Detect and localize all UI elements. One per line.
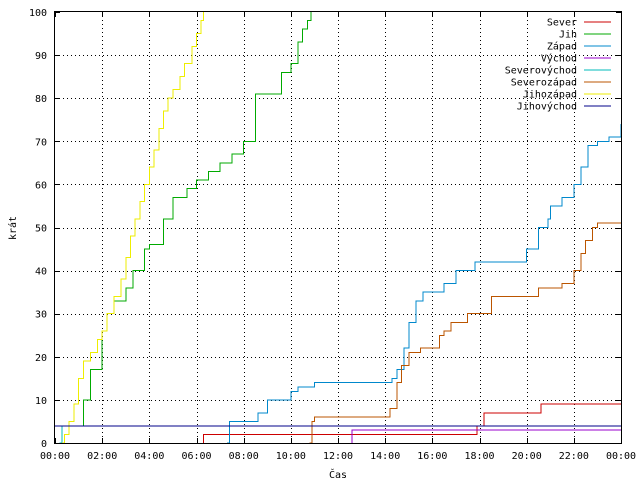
y-tick-label: 10	[35, 396, 47, 407]
y-tick-label: 20	[35, 353, 47, 364]
y-tick-label: 70	[35, 137, 47, 148]
legend: SeverJihZápadVýchodSeverovýchodSeverozáp…	[505, 18, 611, 113]
legend-label: Jihovýchod	[517, 101, 577, 113]
x-tick-label: 04:00	[134, 451, 164, 462]
plot-frame	[54, 11, 622, 444]
x-tick-label: 14:00	[370, 451, 400, 462]
y-tick-label: 80	[35, 94, 47, 105]
x-tick-label: 00:00	[606, 451, 636, 462]
y-tick-label: 50	[35, 224, 47, 235]
x-tick-label: 00:00	[40, 451, 70, 462]
y-tick-label: 100	[29, 8, 47, 19]
x-tick-label: 06:00	[181, 451, 211, 462]
x-axis-label: Čas	[329, 468, 347, 480]
series-line-1	[78, 12, 312, 427]
y-tick-label: 90	[35, 51, 47, 62]
legend-label: Sever	[547, 18, 577, 29]
legend-label: Severozápad	[511, 77, 577, 89]
x-tick-label: 18:00	[464, 451, 494, 462]
y-tick-label: 30	[35, 310, 47, 321]
tick-layer: 0 10 20 30 40 50 60 70 80 90 100 00:00 02:00 04:00 06:…	[29, 8, 636, 462]
series-line-2	[227, 124, 622, 444]
x-tick-label: 16:00	[417, 451, 447, 462]
y-tick-label: 60	[35, 180, 47, 191]
x-tick-label: 02:00	[87, 451, 117, 462]
series-line-0	[203, 403, 621, 443]
legend-label: Východ	[541, 53, 577, 65]
series-line-6	[62, 12, 205, 444]
legend-label: Jih	[559, 30, 577, 41]
series-line-3	[351, 429, 621, 443]
y-axis-label: krát	[7, 216, 19, 240]
series-line-5	[309, 222, 621, 444]
legend-label: Severovýchod	[505, 65, 577, 77]
legend-label: Jihozápad	[523, 89, 577, 101]
x-tick-label: 20:00	[512, 451, 542, 462]
x-tick-label: 22:00	[559, 451, 589, 462]
x-tick-label: 10:00	[276, 451, 306, 462]
legend-label: Západ	[547, 41, 577, 53]
x-tick-label: 08:00	[229, 451, 259, 462]
y-tick-label: 40	[35, 267, 47, 278]
y-tick-label: 0	[41, 439, 47, 450]
x-tick-label: 12:00	[323, 451, 353, 462]
